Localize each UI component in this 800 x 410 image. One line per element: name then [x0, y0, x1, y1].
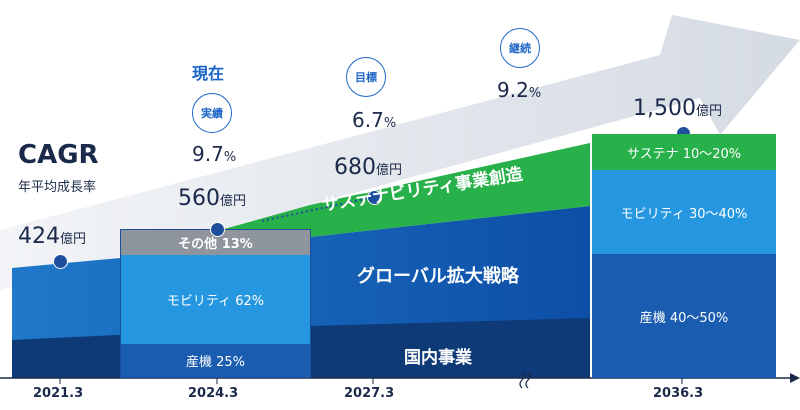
- x-label-2036: 2036.3: [653, 386, 704, 401]
- bar-2024: その他 13% モビリティ 62% 産機 25%: [120, 229, 311, 378]
- point-2027: [367, 190, 382, 205]
- global-band-label: グローバル拡大戦略: [357, 266, 519, 287]
- axis-arrowhead: [790, 373, 800, 383]
- bar-2024-industrial: 産機 25%: [121, 344, 310, 377]
- point-2024: [210, 222, 225, 237]
- growth-arrow: [0, 15, 800, 290]
- period-rate-target: 6.7%: [352, 108, 397, 132]
- x-label-2027: 2027.3: [344, 386, 395, 401]
- x-label-2021: 2021.3: [33, 386, 84, 401]
- value-2021: 424億円: [18, 224, 87, 249]
- period-rate-actual: 9.7%: [192, 142, 237, 166]
- domestic-band-label: 国内事業: [404, 348, 472, 368]
- bar-2024-mobility: モビリティ 62%: [121, 255, 310, 344]
- period-tag-actual: 実績: [192, 93, 232, 133]
- axis-break: [519, 371, 531, 389]
- value-2036: 1,500億円: [633, 96, 722, 121]
- value-2024: 560億円: [178, 186, 247, 211]
- cagr-subtitle: 年平均成長率: [18, 180, 97, 195]
- value-2027: 680億円: [334, 155, 403, 180]
- bar-2036-industrial: 産機 40〜50%: [592, 254, 776, 378]
- period-tag-continue: 継続: [500, 28, 540, 68]
- x-label-2024: 2024.3: [188, 386, 239, 401]
- point-2021: [53, 254, 68, 269]
- period-tag-target: 目標: [346, 57, 386, 97]
- bar-2036-mobility: モビリティ 30〜40%: [592, 170, 776, 254]
- cagr-title: CAGR: [18, 140, 99, 170]
- bar-2036-sustain: サステナ 10〜20%: [592, 134, 776, 170]
- current-label: 現在: [192, 64, 225, 83]
- bar-2036: サステナ 10〜20% モビリティ 30〜40% 産機 40〜50%: [592, 134, 776, 378]
- period-rate-continue: 9.2%: [497, 78, 542, 102]
- trend-dotted: [261, 196, 375, 222]
